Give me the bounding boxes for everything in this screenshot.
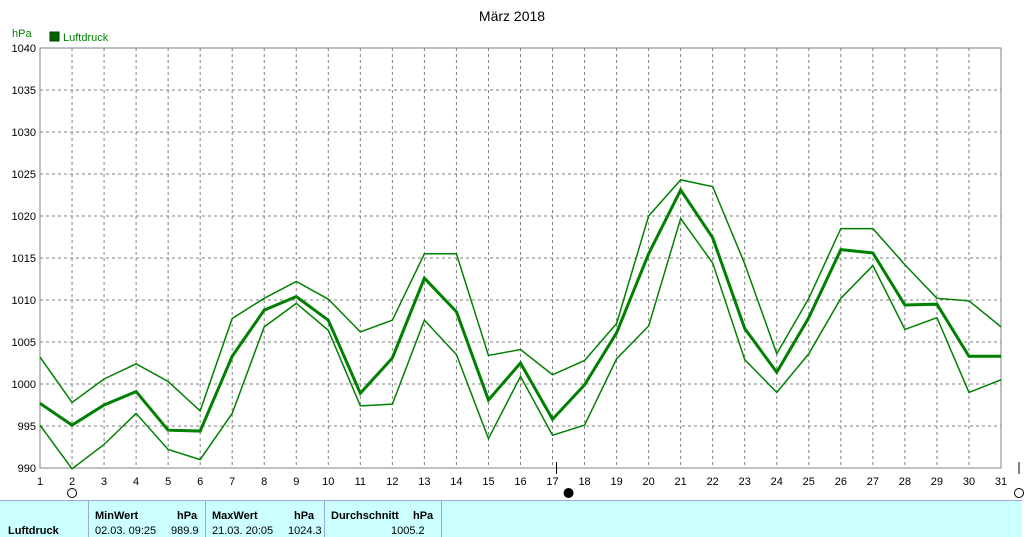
max-header: MaxWert — [212, 510, 258, 522]
new-moon-icon — [67, 488, 78, 498]
x-tick-label: 26 — [835, 476, 847, 488]
x-tick-label: 25 — [803, 476, 815, 488]
y-tick-label: 1040 — [12, 43, 36, 55]
min-header: MinWert — [95, 510, 139, 522]
x-tick-label: 31 — [995, 476, 1007, 488]
x-tick-label: 22 — [707, 476, 719, 488]
x-tick-label: 17 — [546, 476, 558, 488]
series-line-min — [39, 216, 1002, 470]
min-unit: hPa — [177, 510, 198, 522]
x-tick-label: 9 — [293, 476, 299, 488]
y-tick-label: 1000 — [12, 379, 36, 391]
x-tick-label: 14 — [450, 476, 462, 488]
x-tick-label: 12 — [386, 476, 398, 488]
min-value: 989.9 — [171, 525, 199, 537]
summary-label-cell: Luftdruck — [0, 501, 89, 537]
x-tick-label: 18 — [578, 476, 590, 488]
x-tick-label: 29 — [931, 476, 943, 488]
grid-lines — [40, 48, 1001, 468]
x-tick-label: 13 — [418, 476, 430, 488]
chart-title: März 2018 — [479, 8, 545, 24]
x-tick-label: 8 — [261, 476, 267, 488]
summary-avg-cell: Durchschnitt hPa 1005.2 — [325, 501, 442, 537]
pressure-chart: März 2018 hPa Luftdruck 990 995 1000 1005 10… — [12, 8, 1024, 498]
y-tick-label: 1030 — [12, 127, 36, 139]
y-tick-label: 1010 — [12, 295, 36, 307]
avg-unit: hPa — [413, 510, 434, 522]
x-tick-label: 28 — [899, 476, 911, 488]
y-tick-label: 1035 — [12, 85, 36, 97]
y-tick-label: 1005 — [12, 337, 36, 349]
y-tick-label: 1015 — [12, 253, 36, 265]
x-tick-label: 15 — [482, 476, 494, 488]
x-tick-label: 11 — [355, 476, 366, 488]
x-tick-label: 6 — [197, 476, 203, 488]
x-tick-label: 20 — [643, 476, 655, 488]
max-timestamp: 21.03. 20:05 — [212, 525, 274, 537]
x-tick-label: 4 — [133, 476, 139, 488]
x-tick-label: 21 — [675, 476, 687, 488]
x-tick-label: 3 — [101, 476, 107, 488]
x-tick-label: 27 — [867, 476, 879, 488]
x-tick-label: 5 — [165, 476, 171, 488]
legend-swatch — [49, 31, 60, 42]
series-line-max — [39, 179, 1002, 413]
max-unit: hPa — [294, 510, 315, 522]
new-moon-icon — [1014, 488, 1024, 498]
y-tick-label: 995 — [18, 421, 36, 433]
y-axis-ticks: 990 995 1000 1005 1010 1015 1020 1025 1030 1035 10… — [12, 43, 36, 475]
x-tick-label: 7 — [229, 476, 235, 488]
y-axis-unit: hPa — [12, 28, 32, 40]
series-line-avg — [39, 186, 1001, 433]
x-tick-label: 24 — [771, 476, 783, 488]
x-tick-label: 19 — [610, 476, 622, 488]
series-group — [39, 179, 1002, 470]
y-tick-label: 1025 — [12, 169, 36, 181]
moon-markers — [67, 462, 1024, 498]
x-tick-label: 16 — [514, 476, 526, 488]
x-tick-label: 1 — [37, 476, 43, 488]
full-moon-icon — [563, 488, 574, 498]
avg-header: Durchschnitt — [331, 510, 399, 522]
summary-row-label: Luftdruck — [8, 525, 59, 537]
x-tick-label: 30 — [963, 476, 975, 488]
summary-max-cell: MaxWert hPa 21.03. 20:05 1024.3 — [206, 501, 325, 537]
x-tick-label: 10 — [322, 476, 334, 488]
legend-label: Luftdruck — [63, 32, 109, 44]
avg-value: 1005.2 — [391, 525, 425, 537]
y-tick-label: 1020 — [12, 211, 36, 223]
x-axis-ticks: 1 2 3 4 5 6 7 8 9 10 11 12 13 14 15 16 17 18 19 20 21 22 23 24 2… — [37, 476, 1007, 488]
max-value: 1024.3 — [288, 525, 322, 537]
x-tick-label: 2 — [69, 476, 75, 488]
x-tick-label: 23 — [739, 476, 751, 488]
y-tick-label: 990 — [18, 463, 36, 475]
summary-panel: Luftdruck MinWert hPa 02.03. 09:25 989.9… — [0, 500, 1022, 537]
min-timestamp: 02.03. 09:25 — [95, 525, 157, 537]
summary-min-cell: MinWert hPa 02.03. 09:25 989.9 — [89, 501, 206, 537]
